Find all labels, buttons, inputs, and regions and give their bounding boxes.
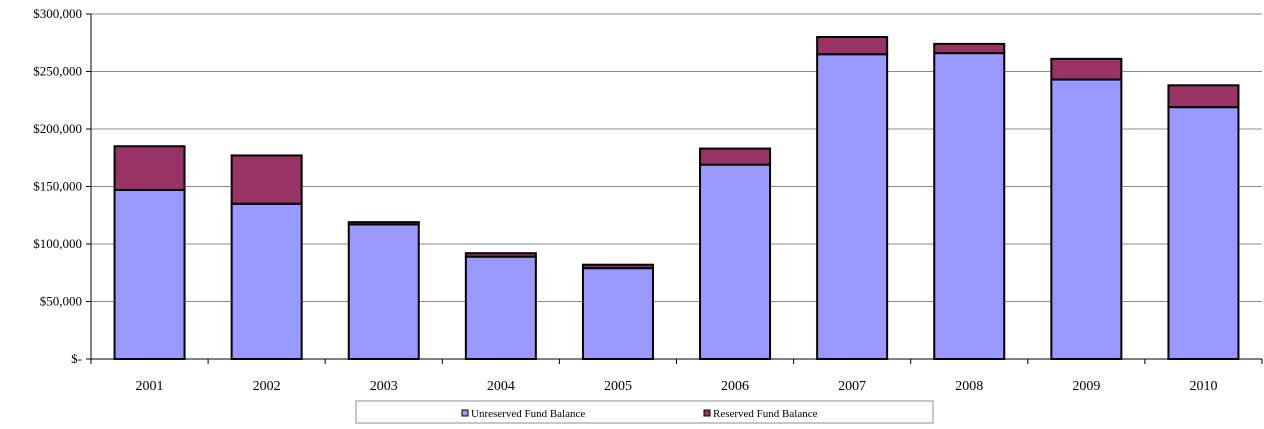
bar-reserved-2008 — [933, 42, 1006, 55]
legend-label: Unreserved Fund Balance — [471, 408, 585, 420]
x-tick-label: 2010 — [1189, 379, 1217, 394]
bar-unreserved-2006 — [699, 163, 772, 360]
x-tick-label: 2001 — [136, 379, 164, 394]
legend-box — [355, 400, 934, 424]
y-tick-label: $- — [71, 351, 82, 366]
bars — [113, 36, 1240, 361]
bar-unreserved-2007 — [816, 53, 889, 360]
bar-unreserved-2005 — [581, 267, 654, 360]
y-tick-label: $100,000 — [33, 236, 82, 251]
x-tick-label: 2007 — [838, 379, 866, 394]
x-tick-label: 2009 — [1072, 379, 1100, 394]
bar-unreserved-2001 — [113, 188, 186, 360]
y-tick-labels: $- $50,000 $100,000 $150,000 $200,000 $250,00… — [33, 6, 82, 366]
bar-reserved-2001 — [113, 145, 186, 191]
y-tick-label: $200,000 — [33, 121, 82, 136]
bar-unreserved-2003 — [347, 223, 420, 360]
bar-unreserved-2004 — [464, 255, 537, 360]
bar-reserved-2006 — [699, 147, 772, 166]
y-tick-label: $300,000 — [33, 6, 82, 21]
x-tick-label: 2005 — [604, 379, 632, 394]
y-tick-label: $150,000 — [33, 179, 82, 194]
legend: Unreserved Fund Balance Reserved Fund Bal… — [355, 400, 934, 424]
bar-unreserved-2010 — [1167, 106, 1240, 361]
x-tick-label: 2004 — [487, 379, 515, 394]
bar-reserved-2004 — [464, 252, 537, 258]
bar-unreserved-2008 — [933, 52, 1006, 360]
bar-unreserved-2009 — [1050, 78, 1123, 361]
bar-unreserved-2002 — [230, 202, 303, 360]
bar-reserved-2003 — [347, 221, 420, 226]
legend-label: Reserved Fund Balance — [713, 408, 818, 420]
bar-reserved-2009 — [1050, 57, 1123, 81]
x-tick-label: 2006 — [721, 379, 749, 394]
x-tick-labels: 2001 2002 2003 2004 2005 2006 2007 2008 2009 2010 — [136, 379, 1218, 394]
x-tick-label: 2003 — [370, 379, 398, 394]
bar-reserved-2005 — [581, 263, 654, 270]
y-tick-label: $50,000 — [40, 294, 82, 309]
legend-swatch — [703, 409, 711, 417]
x-tick-label: 2008 — [955, 379, 983, 394]
y-tick-label: $250,000 — [33, 64, 82, 79]
bar-reserved-2010 — [1167, 84, 1240, 109]
x-tick-label: 2002 — [253, 379, 281, 394]
bar-reserved-2007 — [816, 36, 889, 56]
bar-reserved-2002 — [230, 154, 303, 205]
legend-swatch — [461, 409, 469, 417]
